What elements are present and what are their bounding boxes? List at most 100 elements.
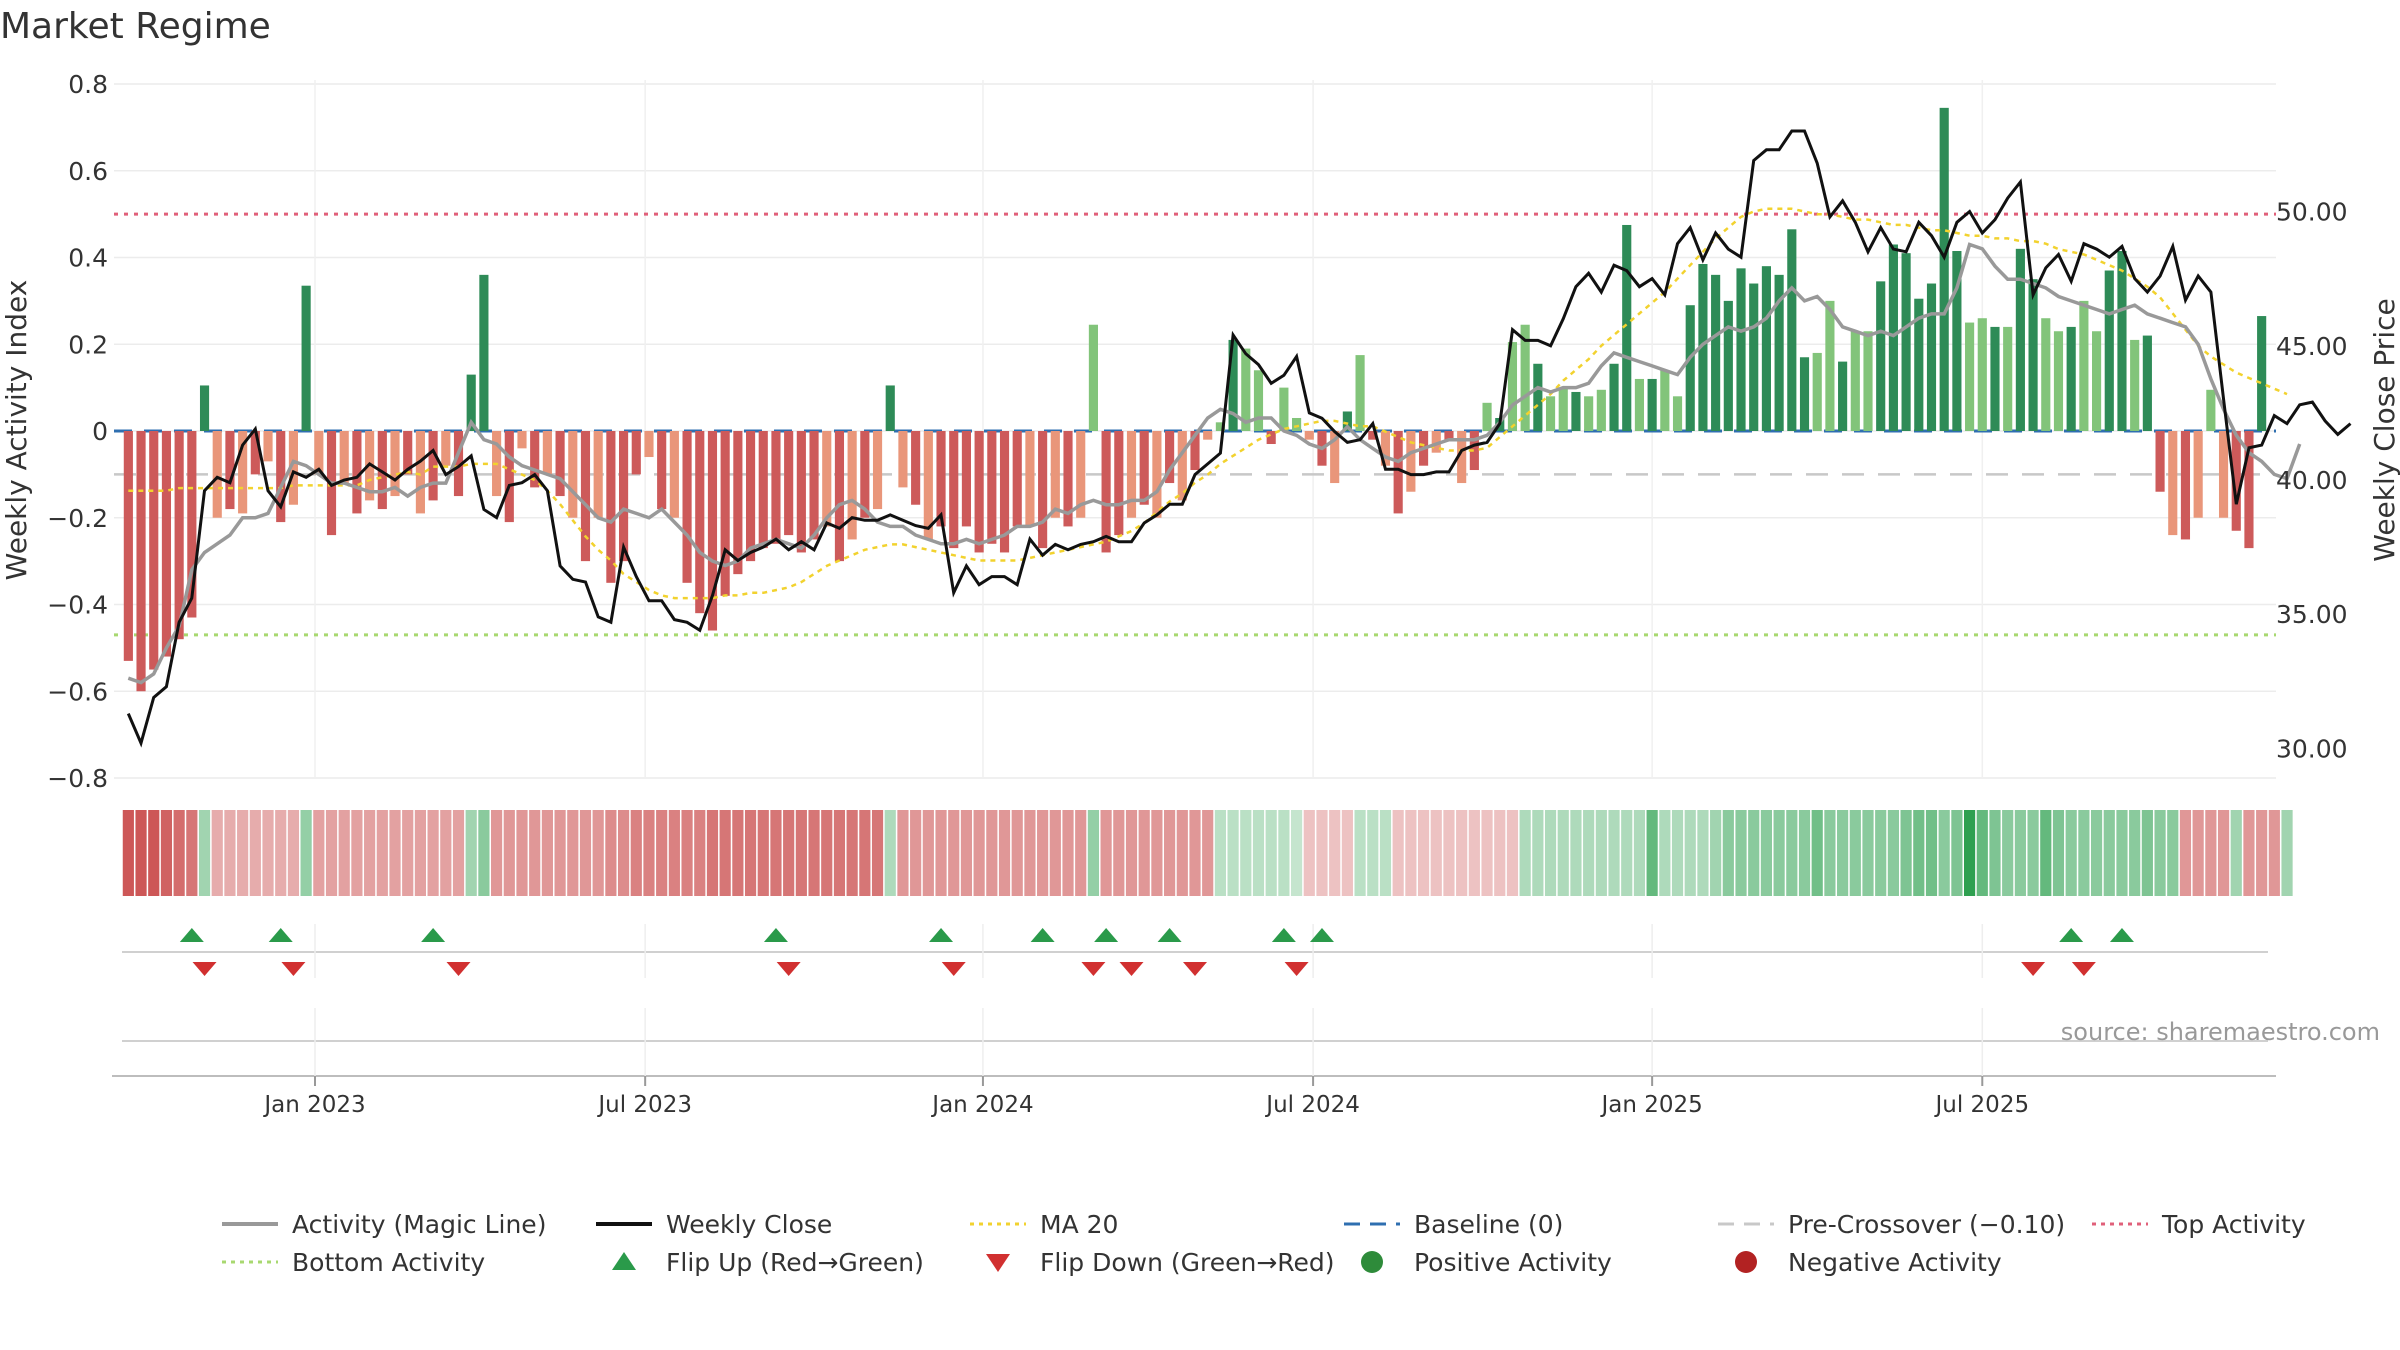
activity-bar bbox=[1520, 324, 1530, 431]
regime-strip-cell bbox=[2154, 810, 2166, 896]
activity-bar bbox=[403, 431, 413, 475]
activity-bar bbox=[453, 431, 464, 497]
regime-strip-cell bbox=[1570, 810, 1582, 896]
regime-strip-cell bbox=[1113, 810, 1125, 896]
regime-strip-cell bbox=[2103, 810, 2115, 896]
time-tick-label: Jul 2025 bbox=[1933, 1092, 2029, 1118]
regime-strip-cell bbox=[440, 810, 452, 896]
regime-strip-cell bbox=[833, 810, 846, 896]
regime-strip-cell bbox=[1087, 810, 1100, 896]
regime-strip-cell bbox=[2179, 810, 2192, 896]
legend-item: Flip Down (Green→Red) bbox=[986, 1248, 1335, 1277]
regime-strip-cell bbox=[1786, 810, 1798, 896]
regime-strip-cell bbox=[148, 810, 160, 896]
activity-bar bbox=[1749, 283, 1759, 431]
activity-bar bbox=[695, 431, 705, 614]
regime-strip-cell bbox=[656, 810, 668, 896]
activity-bar bbox=[288, 431, 298, 505]
activity-bar bbox=[1355, 355, 1365, 431]
activity-bar bbox=[1838, 361, 1848, 431]
activity-bar bbox=[174, 431, 184, 640]
regime-strip-cell bbox=[719, 810, 731, 896]
activity-bar bbox=[1850, 331, 1860, 431]
legend-item: MA 20 bbox=[970, 1210, 1118, 1239]
regime-strip-cell bbox=[1138, 810, 1150, 896]
right-tick-label: 30.00 bbox=[2276, 734, 2348, 763]
left-tick-label: −0.2 bbox=[47, 504, 108, 533]
regime-strip-cell bbox=[1862, 810, 1874, 896]
regime-strip-cell bbox=[808, 810, 820, 896]
regime-strip-cell bbox=[351, 810, 363, 896]
activity-bar bbox=[2130, 339, 2140, 431]
activity-bar bbox=[1812, 352, 1822, 431]
activity-bar bbox=[1380, 431, 1391, 466]
activity-bar bbox=[733, 431, 743, 575]
source-label: source: sharemaestro.com bbox=[2061, 1018, 2380, 1046]
activity-bar bbox=[796, 431, 806, 553]
regime-strip-cell bbox=[1722, 810, 1734, 896]
regime-strip-cell bbox=[2002, 810, 2014, 896]
activity-bar bbox=[2142, 335, 2152, 431]
regime-strip-cell bbox=[1837, 810, 1849, 896]
activity-bar bbox=[1165, 431, 1175, 484]
legend-item: Top Activity bbox=[2092, 1210, 2306, 1239]
regime-strip-cell bbox=[414, 810, 426, 896]
activity-bar bbox=[1393, 431, 1403, 514]
flip-up-marker bbox=[268, 928, 293, 942]
regime-strip-cell bbox=[1240, 810, 1252, 896]
activity-bar bbox=[809, 431, 819, 540]
activity-bar bbox=[301, 285, 311, 431]
legend-item: Positive Activity bbox=[1361, 1248, 1612, 1277]
legend-item: Activity (Magic Line) bbox=[222, 1210, 546, 1239]
activity-bar bbox=[1330, 431, 1340, 484]
regime-strip-cell bbox=[1443, 810, 1455, 896]
regime-strip-cell bbox=[2116, 810, 2128, 896]
regime-strip-cell bbox=[757, 810, 769, 896]
regime-strip-cell bbox=[1405, 810, 1417, 896]
activity-bar bbox=[1863, 331, 1873, 431]
activity-bar bbox=[1584, 396, 1594, 431]
regime-strip-cell bbox=[1519, 810, 1531, 896]
activity-bar bbox=[847, 431, 857, 540]
activity-bar bbox=[1774, 274, 1784, 431]
regime-strip-cell bbox=[376, 810, 388, 896]
regime-strip-cell bbox=[1189, 810, 1201, 896]
activity-bar bbox=[1050, 431, 1060, 518]
regime-strip-cell bbox=[2256, 810, 2268, 896]
left-tick-label: 0.4 bbox=[68, 244, 108, 273]
legend-label: Weekly Close bbox=[666, 1210, 832, 1239]
left-tick-label: 0.2 bbox=[68, 330, 108, 359]
activity-bar bbox=[136, 431, 146, 692]
activity-bar bbox=[263, 431, 273, 462]
regime-strip-cell bbox=[313, 810, 325, 896]
activity-bar bbox=[1025, 431, 1035, 527]
left-tick-label: 0 bbox=[92, 417, 108, 446]
activity-bar bbox=[352, 431, 362, 514]
activity-bar bbox=[1545, 396, 1556, 431]
activity-bar bbox=[1533, 363, 1543, 431]
activity-bar bbox=[1825, 300, 1835, 431]
regime-strip-cell bbox=[325, 810, 338, 896]
activity-bar bbox=[619, 431, 629, 562]
regime-strip-cell bbox=[1468, 810, 1480, 896]
legend-label: Flip Down (Green→Red) bbox=[1040, 1248, 1335, 1277]
activity-bar bbox=[479, 274, 489, 431]
regime-strip-cell bbox=[1811, 810, 1823, 896]
regime-strip-cell bbox=[2129, 810, 2141, 896]
regime-strip-cell bbox=[1557, 810, 1569, 896]
reference-lines bbox=[114, 212, 2276, 637]
regime-strip-cell bbox=[1214, 810, 1226, 896]
regime-strip-cell bbox=[389, 810, 401, 896]
activity-bar bbox=[1685, 305, 1695, 431]
flip-up-marker bbox=[1094, 928, 1119, 942]
activity-bar bbox=[872, 431, 883, 510]
flip-up-marker bbox=[1157, 928, 1182, 942]
regime-strip-cell bbox=[1011, 810, 1023, 896]
activity-bar bbox=[2206, 389, 2216, 431]
activity-bar bbox=[936, 431, 946, 527]
regime-strip-cell bbox=[1202, 810, 1214, 896]
regime-strip-cell bbox=[1646, 810, 1658, 896]
regime-strip-cell bbox=[1735, 810, 1747, 896]
regime-color-strip bbox=[122, 810, 2293, 896]
regime-strip-cell bbox=[1265, 810, 1277, 896]
